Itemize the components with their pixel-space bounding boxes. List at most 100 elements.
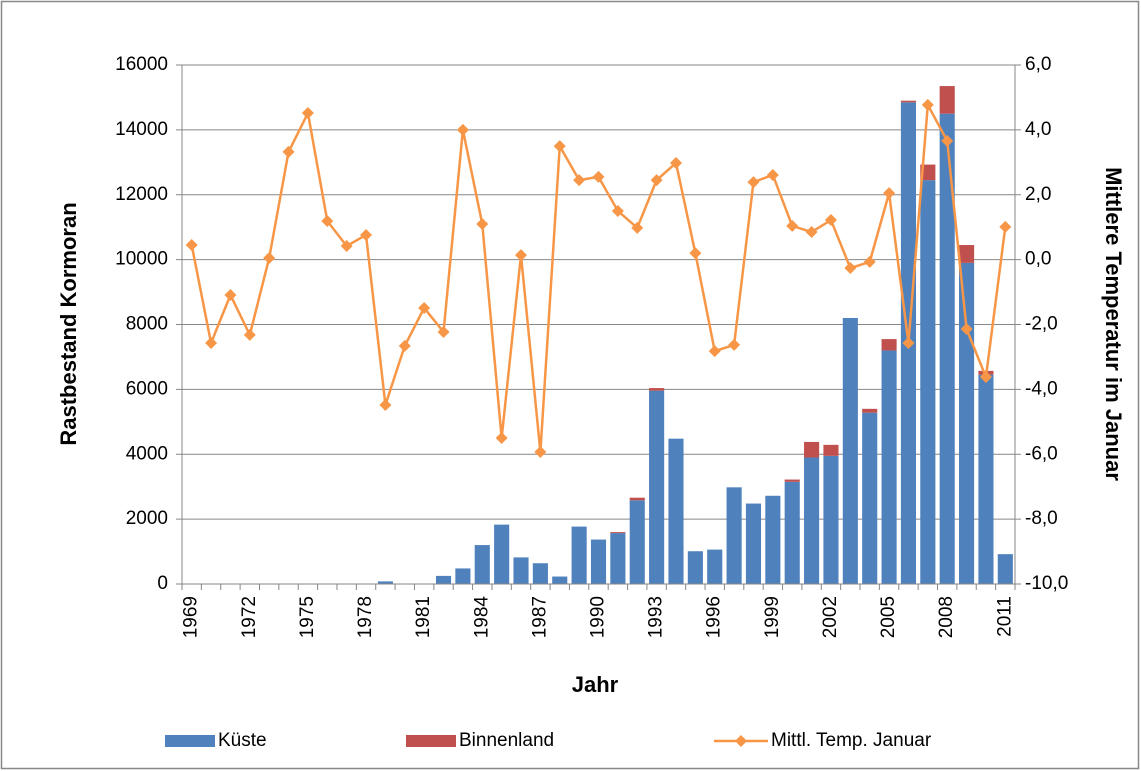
- x-tick-label: 2011: [994, 596, 1015, 637]
- legend-swatch: [165, 735, 215, 747]
- y2-tick-label: -4,0: [1025, 378, 1058, 399]
- bar: [649, 390, 665, 584]
- bar: [862, 412, 878, 584]
- marker: [941, 134, 954, 147]
- y-tick-label: 6000: [126, 378, 168, 399]
- bar: [881, 350, 897, 584]
- y2-tick-label: -6,0: [1025, 443, 1058, 464]
- marker: [205, 336, 218, 349]
- marker: [495, 432, 508, 445]
- legend-swatch: [735, 735, 747, 747]
- x-tick-label: 1996: [704, 596, 725, 638]
- marker: [476, 217, 489, 230]
- y2-tick-label: -8,0: [1025, 508, 1058, 529]
- bar: [862, 408, 878, 413]
- bar: [939, 113, 955, 584]
- y2-tick-label: 2,0: [1025, 184, 1051, 205]
- bar: [435, 575, 452, 584]
- legend-label: Binnenland: [459, 730, 554, 751]
- bar: [571, 526, 587, 584]
- bar: [552, 576, 568, 584]
- legend-swatch: [406, 735, 456, 747]
- marker: [611, 204, 624, 217]
- x-axis-title: Jahr: [572, 672, 619, 697]
- marker: [456, 123, 469, 136]
- marker: [863, 255, 876, 268]
- legend-label: Mittl. Temp. Januar: [771, 730, 932, 751]
- x-tick-label: 2008: [936, 596, 957, 638]
- marker: [883, 187, 896, 200]
- marker: [515, 249, 528, 262]
- x-tick-label: 1990: [588, 596, 609, 638]
- bar: [784, 481, 800, 584]
- bar: [513, 557, 529, 584]
- y-tick-label: 12000: [115, 184, 168, 205]
- bar: [997, 554, 1013, 584]
- bar: [590, 539, 607, 584]
- bar: [726, 487, 742, 584]
- marker: [631, 221, 644, 234]
- marker: [689, 247, 702, 260]
- marker: [728, 338, 741, 351]
- legend-label: Küste: [218, 730, 267, 751]
- x-tick-label: 2002: [820, 596, 841, 638]
- bar: [377, 581, 393, 584]
- y2-axis-title: Mittlere Temperatur im Januar: [1101, 167, 1126, 481]
- marker: [999, 220, 1012, 233]
- bar: [920, 180, 936, 584]
- marker: [224, 288, 237, 301]
- bar: [959, 262, 975, 584]
- marker: [805, 226, 818, 239]
- marker: [553, 140, 566, 153]
- marker: [301, 107, 314, 120]
- x-tick-label: 1969: [181, 596, 202, 638]
- marker: [379, 398, 392, 411]
- x-tick-label: 1987: [529, 596, 550, 638]
- x-tick-label: 1999: [762, 596, 783, 638]
- y2-tick-label: -10,0: [1025, 573, 1068, 594]
- bar: [610, 533, 626, 584]
- bar: [881, 339, 897, 351]
- marker: [844, 262, 857, 275]
- x-tick-label: 1993: [646, 596, 667, 638]
- y2-tick-label: 6,0: [1025, 54, 1051, 75]
- x-tick-label: 2005: [878, 596, 899, 638]
- marker: [185, 239, 198, 252]
- bar: [707, 549, 723, 584]
- bar: [804, 441, 820, 458]
- bar: [804, 457, 820, 584]
- x-tick-label: 1978: [355, 596, 376, 638]
- marker: [669, 156, 682, 169]
- marker: [534, 445, 547, 458]
- marker: [786, 219, 799, 232]
- bar: [629, 497, 645, 501]
- marker: [960, 323, 973, 336]
- marker: [321, 215, 334, 228]
- y-axis-title: Rastbestand Kormoran: [56, 202, 81, 445]
- y-tick-label: 2000: [126, 508, 168, 529]
- marker: [282, 145, 295, 158]
- bar: [900, 100, 917, 103]
- x-tick-label: 1972: [239, 596, 260, 638]
- y2-tick-label: -2,0: [1025, 314, 1058, 335]
- y-tick-label: 16000: [115, 54, 168, 75]
- marker: [902, 336, 915, 349]
- bar: [532, 563, 548, 584]
- marker: [921, 98, 934, 111]
- bar: [745, 503, 762, 584]
- bar: [823, 444, 839, 456]
- bar: [920, 164, 936, 181]
- marker: [747, 176, 760, 189]
- bar: [784, 479, 800, 482]
- y-tick-label: 14000: [115, 119, 168, 140]
- bar: [610, 532, 626, 534]
- marker: [398, 339, 411, 352]
- bar: [668, 438, 684, 584]
- y2-tick-label: 4,0: [1025, 119, 1051, 140]
- marker: [263, 252, 276, 265]
- marker: [340, 240, 353, 253]
- bar: [978, 374, 994, 584]
- bar: [455, 568, 471, 584]
- y2-tick-label: 0,0: [1025, 249, 1051, 270]
